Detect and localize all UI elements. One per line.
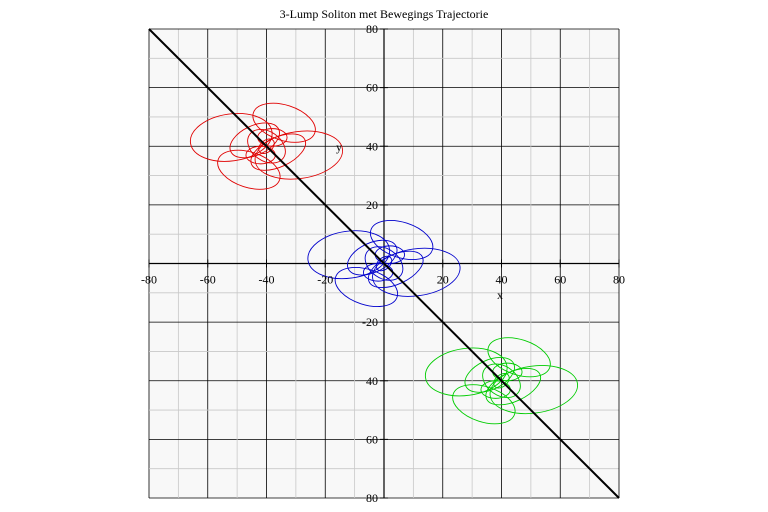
x-tick-label: 60 xyxy=(554,273,566,287)
lump-contour xyxy=(424,347,508,397)
y-axis-label: y xyxy=(336,140,342,154)
trajectory-line xyxy=(148,28,620,499)
y-tick-label: 60 xyxy=(366,432,378,446)
lump-contour xyxy=(252,102,316,143)
x-tick-label: 40 xyxy=(496,273,508,287)
lump-contour xyxy=(189,113,273,162)
y-tick-label: 20 xyxy=(366,198,378,212)
chart-title: 3-Lump Soliton met Bewegings Trajectorie xyxy=(280,7,489,21)
y-tick-label: -20 xyxy=(362,315,378,329)
lump-contour xyxy=(307,230,391,280)
lump-contour xyxy=(482,363,521,399)
y-tick-label: 80 xyxy=(366,22,378,36)
lump-contour xyxy=(247,128,286,164)
x-tick-label: 80 xyxy=(613,273,625,287)
lump-contour xyxy=(487,337,551,378)
tick-labels: -80 -60 -40 -20 20 40 60 80 80 60 40 20 -20 40 60 80 xyxy=(141,22,625,505)
x-tick-label: -80 xyxy=(141,273,157,287)
y-tick-label: 60 xyxy=(366,81,378,95)
lump-contour xyxy=(369,220,434,260)
x-axis-label: x xyxy=(497,288,503,302)
lump-contour xyxy=(254,130,344,180)
lump-contour xyxy=(364,246,404,281)
x-tick-label: 20 xyxy=(437,273,449,287)
lump-contour xyxy=(372,247,461,297)
x-tick-label: -60 xyxy=(200,273,216,287)
x-tick-label: -40 xyxy=(259,273,275,287)
y-tick-label: 80 xyxy=(366,491,378,505)
x-tick-label: -20 xyxy=(317,273,333,287)
y-tick-label: 40 xyxy=(366,139,378,153)
lump-contour xyxy=(489,365,579,415)
y-tick-label: 40 xyxy=(366,374,378,388)
